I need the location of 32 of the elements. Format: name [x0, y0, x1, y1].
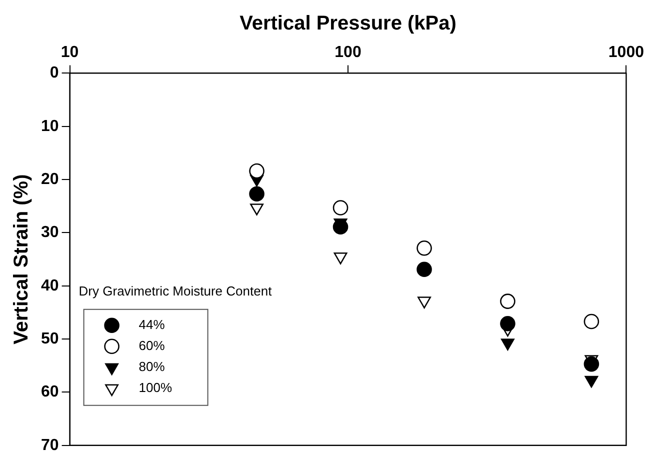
point [500, 294, 516, 309]
y-axis-title: Vertical Strain (%) [10, 174, 33, 344]
point [584, 356, 600, 372]
point [249, 186, 264, 202]
y-tick-label: 70 [41, 436, 59, 454]
point [418, 296, 431, 308]
point [332, 200, 348, 216]
x-tick-label: 100 [334, 44, 362, 62]
y-tick-label: 40 [41, 277, 59, 294]
point [416, 262, 432, 278]
point [584, 314, 600, 330]
legend-label: 44% [138, 316, 166, 332]
y-tick-label: 0 [50, 64, 59, 82]
y-tick-label: 50 [41, 330, 59, 348]
x-tick-label: 1000 [608, 44, 644, 62]
y-tick-label: 10 [41, 118, 59, 135]
point [500, 338, 514, 350]
x-axis-title: Vertical Pressure (kPa) [240, 12, 456, 35]
y-tick-label: 20 [41, 170, 59, 188]
point [500, 316, 516, 332]
y-tick-label: 30 [41, 224, 59, 242]
legend-label: 80% [138, 358, 166, 374]
point [416, 240, 432, 256]
x-tick-label: 10 [60, 44, 79, 62]
legend-label: 60% [138, 338, 166, 353]
point [334, 252, 348, 264]
point [250, 204, 264, 216]
legend-label: 100% [138, 380, 172, 395]
y-tick-label: 60 [41, 384, 59, 401]
point [249, 163, 264, 179]
point [584, 376, 598, 388]
legend-title: Dry Gravimetric Moisture Content [78, 283, 272, 298]
